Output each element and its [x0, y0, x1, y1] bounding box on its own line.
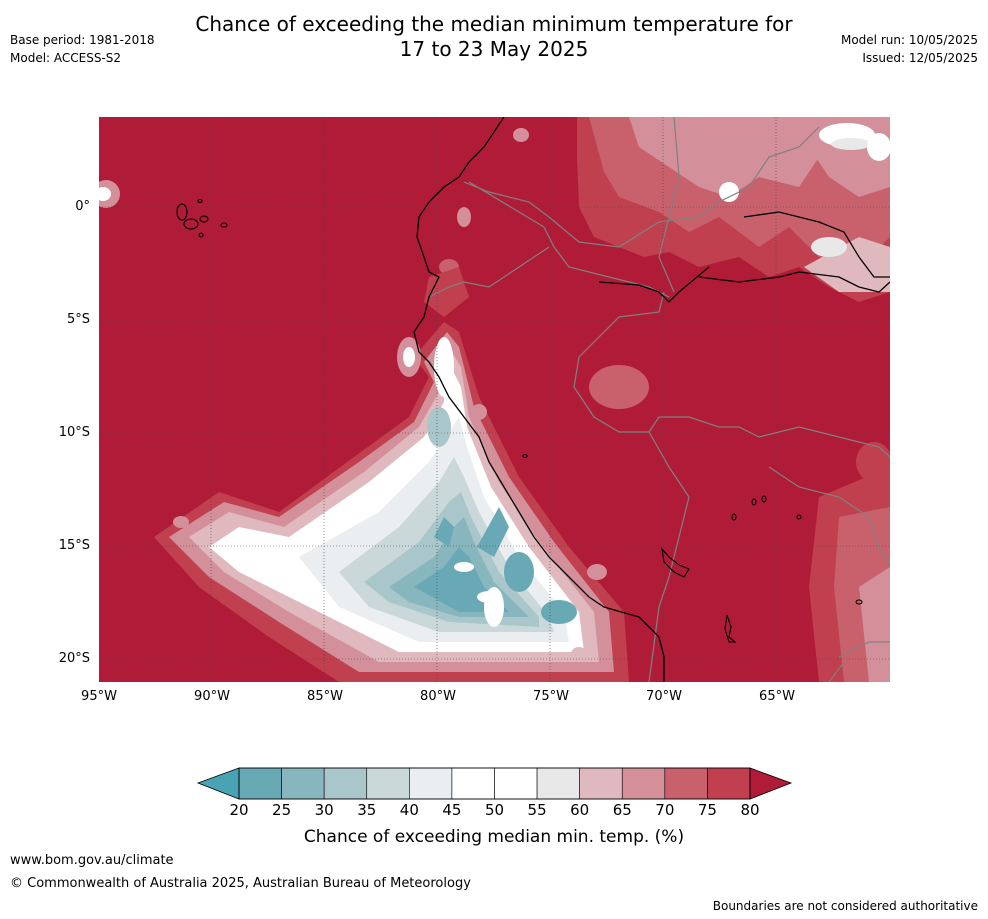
website-text: www.bom.gov.au/climate [10, 853, 174, 868]
colorbar-segment [494, 767, 538, 800]
colorbar-tick-label: 40 [399, 801, 419, 819]
colorbar-tick-label: 65 [612, 801, 632, 819]
title-line-1: Chance of exceeding the median minimum t… [195, 12, 793, 36]
forecast-map [99, 117, 890, 682]
lon-label-95w: 95°W [81, 689, 117, 704]
model-run-text: Model run: 10/05/2025 [840, 33, 978, 47]
colorbar-low-extension [196, 767, 240, 800]
meta-right: Model run: 10/05/2025 Issued: 12/05/2025 [841, 31, 978, 67]
lon-label-80w: 80°W [420, 689, 456, 704]
colorbar-tick-label: 20 [229, 801, 249, 819]
colorbar-label: Chance of exceeding median min. temp. (%… [303, 827, 685, 847]
country-boundaries [428, 117, 890, 682]
map-gridlines [99, 117, 890, 682]
map-title: Chance of exceeding the median minimum t… [0, 12, 988, 62]
colorbar-segment [451, 767, 495, 800]
colorbar-segments [238, 767, 751, 800]
lon-label-90w: 90°W [194, 689, 230, 704]
colorbar-tick-label: 45 [442, 801, 462, 819]
colorbar-tick-label: 25 [272, 801, 292, 819]
colorbar-segment [238, 767, 282, 800]
northern-anomaly-region [99, 117, 890, 409]
lat-label-15s: 15°S [58, 538, 90, 553]
colorbar-segment [281, 767, 325, 800]
lat-label-20s: 20°S [58, 651, 90, 666]
colorbar-tick-label: 35 [357, 801, 377, 819]
coastline [413, 117, 890, 682]
copyright-text: © Commonwealth of Australia 2025, Austra… [10, 876, 471, 891]
colorbar-tick-label: 50 [484, 801, 505, 819]
map-svg [99, 117, 890, 682]
title-line-2: 17 to 23 May 2025 [399, 37, 589, 61]
colorbar-tick-label: 55 [527, 801, 547, 819]
disclaimer-text: Boundaries are not considered authoritat… [712, 899, 978, 913]
colorbar-segment [664, 767, 708, 800]
model-text: Model: ACCESS-S2 [10, 51, 122, 65]
colorbar-tick-label: 75 [697, 801, 717, 819]
colorbar-outline [238, 767, 751, 800]
colorbar-tick-label: 30 [314, 801, 334, 819]
lon-label-85w: 85°W [307, 689, 343, 704]
galapagos-islands [176, 198, 228, 238]
colorbar-segment [409, 767, 453, 800]
colorbar-segment [366, 767, 410, 800]
colorbar-segment [323, 767, 368, 800]
colorbar-segment [707, 767, 751, 800]
colorbar-segment [579, 767, 623, 800]
lon-label-65w: 65°W [759, 689, 795, 704]
colorbar-tick-label: 80 [740, 801, 760, 819]
colorbar-tick-label: 70 [655, 801, 675, 819]
issued-text: Issued: 12/05/2025 [862, 51, 978, 65]
lon-label-70w: 70°W [646, 689, 682, 704]
colorbar-svg [196, 767, 793, 800]
lon-label-75w: 75°W [533, 689, 569, 704]
colorbar-segment [621, 767, 666, 800]
meta-left: Base period: 1981-2018 Model: ACCESS-S2 [10, 31, 155, 67]
colorbar [196, 766, 794, 806]
lake-titicaca [661, 547, 737, 643]
lat-label-0: 0° [75, 199, 90, 214]
colorbar-high-extension [749, 767, 793, 800]
base-period-text: Base period: 1981-2018 [10, 33, 155, 47]
lat-label-10s: 10°S [58, 425, 90, 440]
lat-label-5s: 5°S [66, 312, 90, 327]
inland-lakes [522, 454, 863, 605]
colorbar-tick-label: 60 [570, 801, 590, 819]
colorbar-segment [536, 767, 580, 800]
coastal-low-chance-region [154, 322, 629, 682]
